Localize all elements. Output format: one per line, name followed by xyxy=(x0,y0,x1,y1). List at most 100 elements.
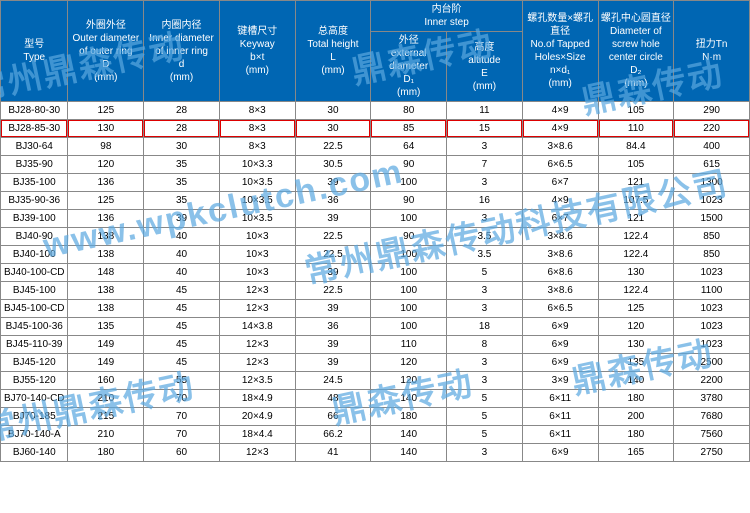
table-cell: BJ70-140-A xyxy=(1,426,68,444)
table-cell: 165 xyxy=(598,444,674,462)
table-cell: 3×8.6 xyxy=(522,138,598,156)
table-row: BJ40-100-CD1484010×33910056×8.61301023 xyxy=(1,264,750,282)
table-row: BJ55-1201605512×3.524.512033×91402200 xyxy=(1,372,750,390)
table-row: BJ45-1001384512×322.510033×8.6122.41100 xyxy=(1,282,750,300)
table-row: BJ45-100-361354514×3.836100186×91201023 xyxy=(1,318,750,336)
table-cell: 64 xyxy=(371,138,447,156)
table-cell: 45 xyxy=(144,300,220,318)
table-cell: 3×8.6 xyxy=(522,246,598,264)
table-cell: 85 xyxy=(371,120,447,138)
table-cell: 90 xyxy=(371,156,447,174)
table-cell: 30.5 xyxy=(295,156,371,174)
table-cell: 3 xyxy=(447,282,523,300)
table-cell: 12×3 xyxy=(219,444,295,462)
table-cell: BJ28-85-30 xyxy=(1,120,68,138)
table-cell: 138 xyxy=(68,228,144,246)
table-cell: 22.5 xyxy=(295,246,371,264)
table-cell: BJ30-64 xyxy=(1,138,68,156)
table-cell: 2750 xyxy=(674,444,750,462)
table-cell: 1500 xyxy=(674,210,750,228)
table-cell: 12×3 xyxy=(219,300,295,318)
table-cell: 7 xyxy=(447,156,523,174)
table-cell: BJ55-120 xyxy=(1,372,68,390)
table-cell: BJ45-120 xyxy=(1,354,68,372)
table-cell: 3.5 xyxy=(447,246,523,264)
table-cell: 70 xyxy=(144,408,220,426)
table-cell: 8 xyxy=(447,336,523,354)
th-d1: 外径external diameterD₁(mm) xyxy=(371,32,447,102)
table-cell: 36 xyxy=(295,318,371,336)
table-cell: 100 xyxy=(371,210,447,228)
table-cell: 130 xyxy=(598,264,674,282)
table-cell: 125 xyxy=(68,192,144,210)
table-cell: 35 xyxy=(144,174,220,192)
table-cell: 122.4 xyxy=(598,228,674,246)
table-row: BJ39-1001363910×3.53910036×71211500 xyxy=(1,210,750,228)
table-cell: BJ35-90 xyxy=(1,156,68,174)
table-cell: 18 xyxy=(447,318,523,336)
table-cell: 40 xyxy=(144,246,220,264)
table-cell: 100 xyxy=(371,174,447,192)
table-cell: 10×3 xyxy=(219,264,295,282)
table-cell: 28 xyxy=(144,102,220,120)
table-cell: 180 xyxy=(371,408,447,426)
table-cell: 121 xyxy=(598,210,674,228)
table-cell: BJ40-90 xyxy=(1,228,68,246)
table-cell: 39 xyxy=(295,300,371,318)
table-cell: 210 xyxy=(68,426,144,444)
table-cell: 55 xyxy=(144,372,220,390)
table-cell: BJ70-185 xyxy=(1,408,68,426)
table-cell: 6×11 xyxy=(522,426,598,444)
table-cell: 10×3.5 xyxy=(219,192,295,210)
table-cell: 6×6.5 xyxy=(522,156,598,174)
table-cell: 125 xyxy=(598,300,674,318)
table-row: BJ40-1001384010×322.51003.53×8.6122.4850 xyxy=(1,246,750,264)
table-cell: 3 xyxy=(447,444,523,462)
table-cell: 11 xyxy=(447,102,523,120)
table-row: BJ28-85-30130288×33085154×9110220 xyxy=(1,120,750,138)
table-cell: 24.5 xyxy=(295,372,371,390)
table-cell: 39 xyxy=(144,210,220,228)
th-keyway: 键槽尺寸Keywayb×t(mm) xyxy=(219,1,295,102)
table-row: BJ35-90-361253510×3.53690164×9107.51023 xyxy=(1,192,750,210)
table-cell: 2200 xyxy=(674,372,750,390)
table-cell: 138 xyxy=(68,282,144,300)
table-cell: 1100 xyxy=(674,282,750,300)
table-cell: 70 xyxy=(144,426,220,444)
table-cell: BJ28-80-30 xyxy=(1,102,68,120)
table-row: BJ70-140-A2107018×4.466.214056×111807560 xyxy=(1,426,750,444)
table-cell: 850 xyxy=(674,246,750,264)
table-cell: 4×9 xyxy=(522,120,598,138)
table-cell: 60 xyxy=(144,444,220,462)
table-cell: 6×9 xyxy=(522,354,598,372)
table-cell: 122.4 xyxy=(598,246,674,264)
table-cell: 3 xyxy=(447,354,523,372)
table-cell: 100 xyxy=(371,300,447,318)
table-cell: BJ35-90-36 xyxy=(1,192,68,210)
table-cell: 140 xyxy=(371,390,447,408)
table-row: BJ35-901203510×3.330.59076×6.5105615 xyxy=(1,156,750,174)
table-cell: 5 xyxy=(447,408,523,426)
table-cell: 3 xyxy=(447,210,523,228)
table-cell: 125 xyxy=(68,102,144,120)
table-cell: 98 xyxy=(68,138,144,156)
table-cell: 3×8.6 xyxy=(522,282,598,300)
table-cell: BJ39-100 xyxy=(1,210,68,228)
spec-table: 型号Type 外圈外径Outer diameter of outer ringD… xyxy=(0,0,750,462)
table-cell: 400 xyxy=(674,138,750,156)
table-cell: 138 xyxy=(68,246,144,264)
table-cell: 100 xyxy=(371,264,447,282)
table-cell: 615 xyxy=(674,156,750,174)
table-cell: 136 xyxy=(68,174,144,192)
table-cell: 10×3.3 xyxy=(219,156,295,174)
table-cell: 70 xyxy=(144,390,220,408)
table-cell: 215 xyxy=(68,408,144,426)
table-cell: 10×3 xyxy=(219,228,295,246)
table-cell: 120 xyxy=(68,156,144,174)
table-cell: 110 xyxy=(598,120,674,138)
table-cell: 4×9 xyxy=(522,102,598,120)
table-cell: BJ45-100 xyxy=(1,282,68,300)
table-cell: 12×3.5 xyxy=(219,372,295,390)
table-cell: 8×3 xyxy=(219,138,295,156)
table-cell: 6×11 xyxy=(522,390,598,408)
